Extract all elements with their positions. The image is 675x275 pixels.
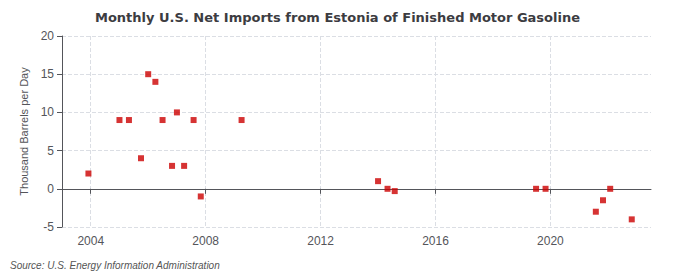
svg-text:Monthly U.S. Net Imports from: Monthly U.S. Net Imports from Estonia of… (95, 10, 580, 25)
svg-text:2012: 2012 (307, 234, 334, 248)
svg-text:Source: U.S. Energy Informatio: Source: U.S. Energy Information Administ… (10, 260, 220, 271)
svg-text:20: 20 (41, 29, 55, 43)
svg-text:0: 0 (47, 182, 54, 196)
svg-text:10: 10 (41, 105, 55, 119)
svg-text:Thousand Barrels per Day: Thousand Barrels per Day (18, 67, 30, 196)
svg-text:2020: 2020 (537, 234, 564, 248)
svg-text:5: 5 (47, 144, 54, 158)
svg-text:-5: -5 (43, 220, 54, 234)
svg-text:2016: 2016 (422, 234, 449, 248)
svg-text:2004: 2004 (77, 234, 104, 248)
svg-text:2008: 2008 (192, 234, 219, 248)
svg-text:15: 15 (41, 67, 55, 81)
